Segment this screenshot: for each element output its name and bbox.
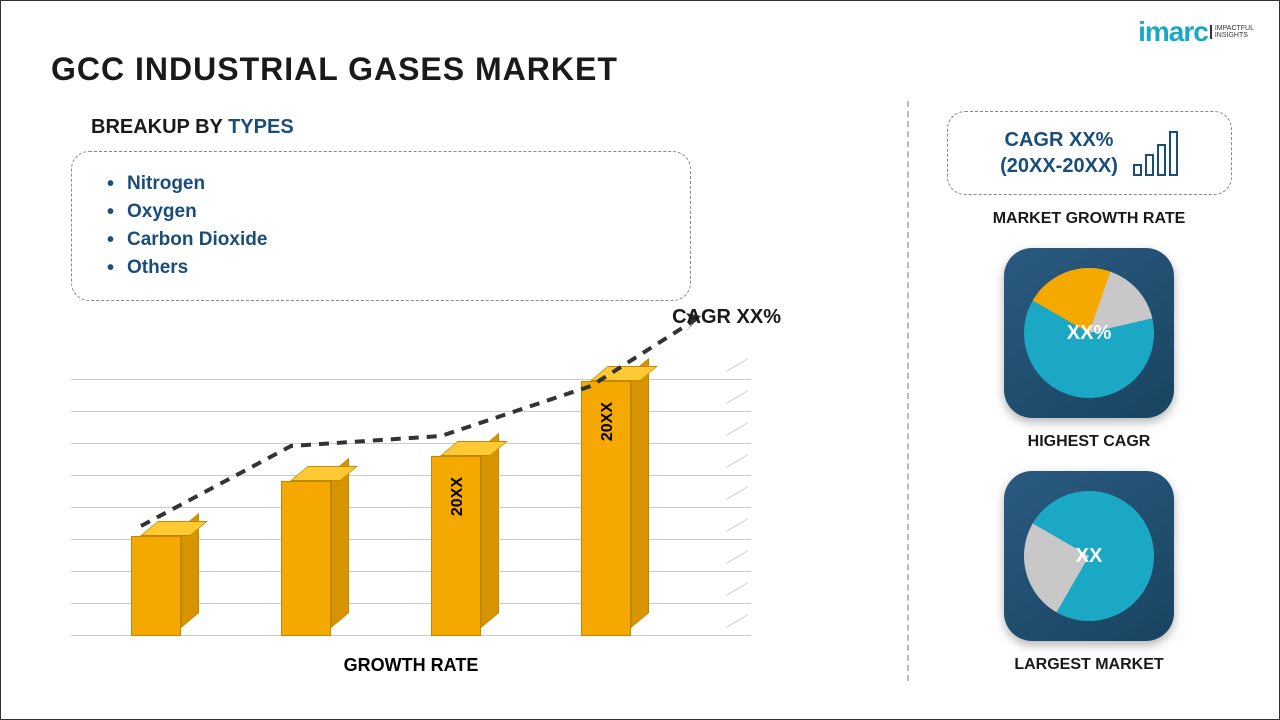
bars-icon	[1133, 131, 1178, 176]
highest-cagr-tile: XX%	[1004, 248, 1174, 418]
brand-logo: imarc IMPACTFUL INSIGHTS	[1138, 16, 1254, 48]
largest-market-tile: XX	[1004, 471, 1174, 641]
growth-chart: 20XX20XX CAGR XX% GROWTH RATE	[71, 331, 751, 671]
bar-label: 20XX	[449, 477, 467, 516]
grid-line	[71, 475, 751, 476]
growth-rate-label: MARKET GROWTH RATE	[993, 210, 1186, 228]
chart-cagr-label: CAGR XX%	[672, 306, 781, 329]
grid-line	[71, 443, 751, 444]
logo-tagline: IMPACTFUL INSIGHTS	[1210, 25, 1254, 39]
vertical-divider	[907, 101, 909, 681]
type-item: Others	[102, 254, 660, 282]
chart-x-label: GROWTH RATE	[344, 655, 479, 676]
largest-market-label: LARGEST MARKET	[1014, 656, 1163, 674]
grid-line	[71, 507, 751, 508]
type-item: Nitrogen	[102, 170, 660, 198]
right-column: CAGR XX% (20XX-20XX) MARKET GROWTH RATE …	[939, 111, 1239, 679]
highest-cagr-label: HIGHEST CAGR	[1028, 433, 1151, 451]
cagr-text: CAGR XX% (20XX-20XX)	[1000, 127, 1118, 179]
types-list-box: Nitrogen Oxygen Carbon Dioxide Others	[71, 151, 691, 301]
donut-chart-cagr: XX%	[1024, 268, 1154, 398]
type-item: Carbon Dioxide	[102, 226, 660, 254]
grid-line	[71, 411, 751, 412]
donut-chart-largest: XX	[1024, 491, 1154, 621]
page-title: GCC INDUSTRIAL GASES MARKET	[51, 51, 618, 88]
cagr-summary-box: CAGR XX% (20XX-20XX)	[947, 111, 1232, 195]
grid-line	[71, 379, 751, 380]
breakup-subtitle: BREAKUP BY TYPES	[91, 116, 294, 139]
types-list: Nitrogen Oxygen Carbon Dioxide Others	[102, 170, 660, 282]
bar-label: 20XX	[599, 402, 617, 441]
type-item: Oxygen	[102, 198, 660, 226]
logo-text: imarc	[1138, 16, 1208, 48]
